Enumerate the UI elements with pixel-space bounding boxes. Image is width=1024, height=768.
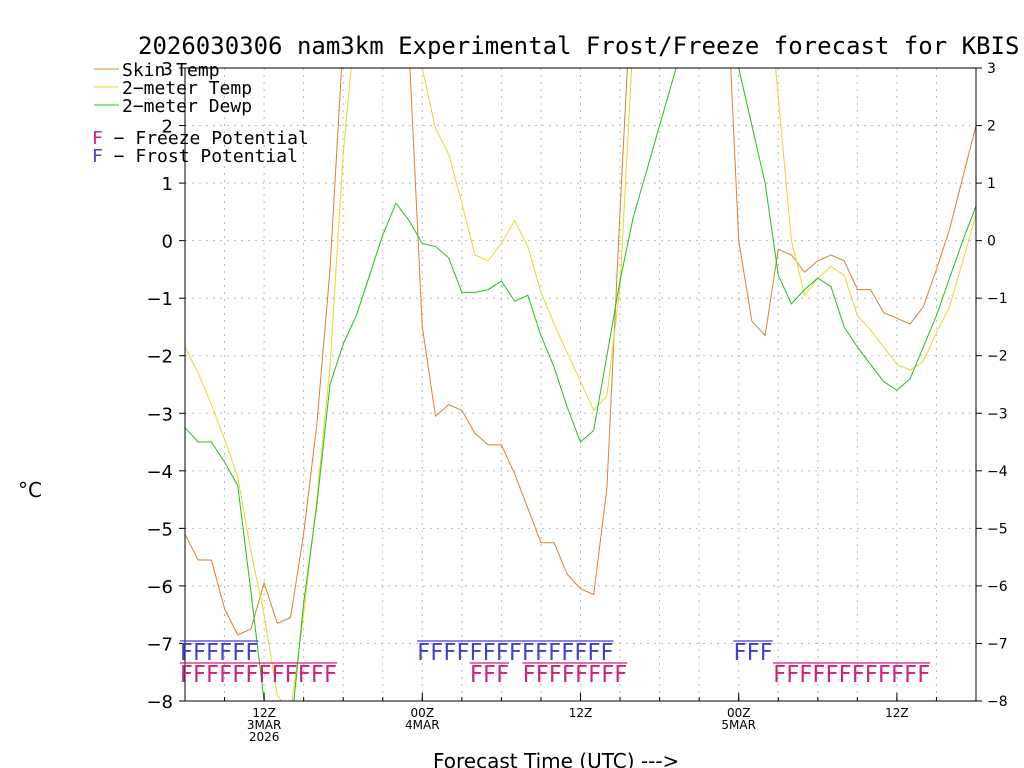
chart-title: 2026030306 nam3km Experimental Frost/Fre… xyxy=(138,32,1019,60)
y-tick-label-right: 2 xyxy=(987,119,996,135)
x-tick-label: 12Z xyxy=(569,706,593,720)
y-tick-label-right: 3 xyxy=(987,61,996,77)
series-skin-temp-line xyxy=(185,68,976,636)
y-tick-label-left: −7 xyxy=(146,634,173,655)
x-tick-label: 00Z xyxy=(727,706,751,720)
x-tick-label: 4MAR xyxy=(405,718,440,732)
freeze-potential-flags: FFFFFFFFFFFF xyxy=(180,662,337,688)
y-tick-label-left: 0 xyxy=(162,232,173,253)
legend-freeze-text: − Freeze Potential xyxy=(103,128,309,149)
freeze-potential-flags: FFFFFFFFFFFF xyxy=(773,662,930,688)
x-axis-label: Forecast Time (UTC) ---> xyxy=(433,749,679,768)
y-tick-label-right: −7 xyxy=(987,636,1008,652)
freeze-potential-flags: FFF xyxy=(470,662,509,688)
legend-2m-dewp-label: 2−meter Dewp xyxy=(122,96,252,117)
y-tick-label-left: −4 xyxy=(146,462,173,483)
legend: Skin Temp 2−meter Temp 2−meter Dewp F − … xyxy=(92,60,309,167)
frost-potential-flags: FFFFFF xyxy=(180,640,259,666)
legend-frost-text: − Frost Potential xyxy=(103,146,298,167)
y-tick-label-right: −6 xyxy=(987,579,1008,595)
y-tick-label-right: −2 xyxy=(987,349,1008,365)
y-tick-label-left: −3 xyxy=(146,404,173,425)
series-2m-temp-line xyxy=(185,68,976,701)
grid xyxy=(185,68,976,701)
y-tick-label-left: −5 xyxy=(146,519,173,540)
frost-potential-flags: FFF xyxy=(733,640,772,666)
y-tick-label-left: −8 xyxy=(146,692,173,713)
y-tick-label-right: −1 xyxy=(987,291,1008,307)
y-axis-left: 3 2 1 0 −1 −2 −3 −4 −5 −6 −7 −8 xyxy=(146,59,185,713)
y-tick-label-left: −1 xyxy=(146,289,173,310)
x-tick-label: 3MAR xyxy=(247,718,282,732)
legend-freeze-letter: F xyxy=(92,128,103,149)
y-tick-label-right: 1 xyxy=(987,176,996,192)
series-layer xyxy=(185,68,976,701)
y-tick-label-left: −6 xyxy=(146,577,173,598)
legend-frost-letter: F xyxy=(92,146,103,167)
series-2m-dewp-line xyxy=(185,68,976,701)
legend-freeze-potential: F − Freeze Potential xyxy=(92,128,309,149)
y-tick-label-left: −2 xyxy=(146,347,173,368)
potential-flags: FFFFFF FFFFFFFFFFFFFFF FFFFFFFFFFFFFFF FFF F… xyxy=(179,640,931,688)
y-axis-label: °C xyxy=(18,478,42,502)
freeze-potential-flags: FFFFFFFF xyxy=(522,662,627,688)
y-tick-label-right: −4 xyxy=(987,464,1008,480)
y-axis-right: 3 2 1 0 −1 −2 −3 −4 −5 −6 −7 −8 xyxy=(976,61,1008,710)
y-tick-label-right: 0 xyxy=(987,234,996,250)
y-tick-label-left: 3 xyxy=(162,59,173,80)
legend-frost-potential: F − Frost Potential xyxy=(92,146,298,167)
x-tick-label: 12Z xyxy=(252,706,276,720)
x-tick-label: 2026 xyxy=(249,730,280,744)
y-tick-label-right: −5 xyxy=(987,521,1008,537)
y-tick-label-right: −8 xyxy=(987,694,1008,710)
legend-2m-temp-label: 2−meter Temp xyxy=(122,78,252,99)
y-tick-label-right: −3 xyxy=(987,406,1008,422)
frost-potential-flags: FFFFFFFFFFFFFFF xyxy=(417,640,614,666)
y-tick-label-left: 2 xyxy=(162,117,173,138)
x-tick-label: 12Z xyxy=(885,706,909,720)
x-tick-label: 00Z xyxy=(411,706,435,720)
y-tick-label-left: 1 xyxy=(162,174,173,195)
legend-skin-temp-label: Skin Temp xyxy=(122,60,220,81)
x-tick-label: 5MAR xyxy=(721,718,756,732)
